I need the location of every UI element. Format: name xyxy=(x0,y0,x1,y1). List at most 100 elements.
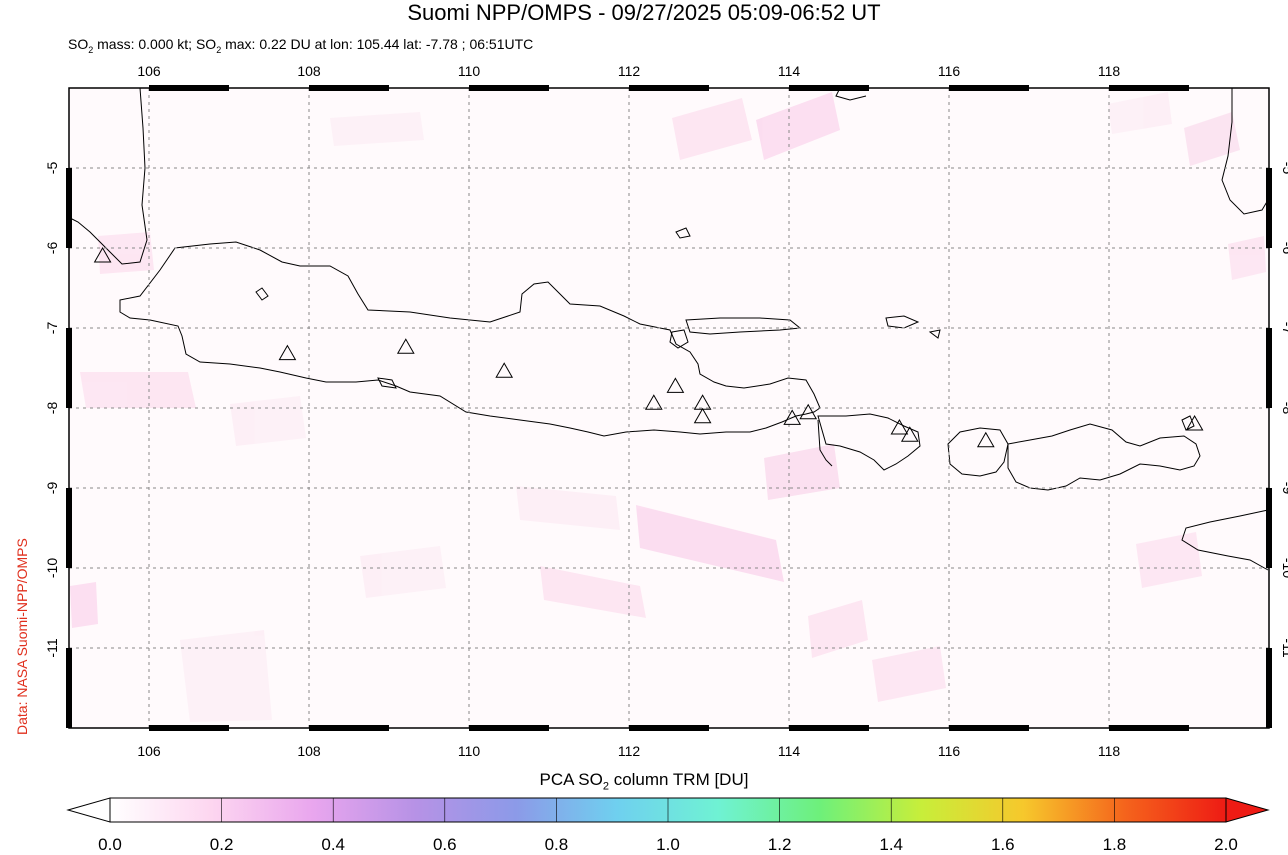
so2-pixel xyxy=(764,444,840,500)
colorbar-title: PCA SO2 column TRM [DU] xyxy=(0,769,1288,797)
so2-pixel xyxy=(516,486,620,530)
so2-pixel xyxy=(808,600,868,658)
volcano-triangle-icon xyxy=(396,338,415,354)
so2-pixel xyxy=(360,546,446,598)
coastline-sumatra xyxy=(69,87,148,265)
colorbar-tick-label: 1.4 xyxy=(879,835,903,854)
so2-pixel xyxy=(872,646,946,702)
lon-tick-bottom: 108 xyxy=(297,743,321,759)
so2-pixel xyxy=(1108,92,1172,134)
frame-bar-left xyxy=(66,168,72,248)
lat-tick-left: -11 xyxy=(44,638,60,657)
volcano-triangle-icon xyxy=(93,246,112,263)
frame-bar-bottom xyxy=(789,725,869,731)
frame-bar-top xyxy=(949,85,1029,91)
lat-tick-right: -10 xyxy=(1280,558,1288,578)
island xyxy=(377,377,397,389)
frame-bar-left xyxy=(66,328,72,408)
lat-tick-right: -9 xyxy=(1280,482,1288,495)
frame-bar-top xyxy=(1109,85,1189,91)
colorbar-tick-label: 1.6 xyxy=(991,835,1015,854)
lat-tick-left: -6 xyxy=(44,242,60,255)
so2-pixel xyxy=(1136,532,1202,588)
grid-lines xyxy=(69,88,1269,728)
lat-tick-right: -6 xyxy=(1280,242,1288,255)
so2-summary: SO2 mass: 0.000 kt; SO2 max: 0.22 DU at … xyxy=(68,35,533,59)
volcano-triangle-icon xyxy=(278,344,297,361)
lat-tick-right: -5 xyxy=(1280,162,1288,175)
colorbar-tick-label: 0.2 xyxy=(210,835,234,854)
frame-bar-right xyxy=(1266,328,1272,408)
colorbar-ticks: 0.0 0.2 0.4 0.6 0.8 1.0 1.2 1.4 1.6 1.8 2.0 xyxy=(98,798,1238,854)
coastline-bali xyxy=(817,413,921,471)
volcano-triangle-icon xyxy=(783,409,802,425)
island xyxy=(675,227,691,239)
coastlines xyxy=(69,87,1269,571)
lat-tick-right: -11 xyxy=(1280,638,1288,657)
volcano-triangle-icon xyxy=(799,403,818,420)
so2-summary-sub2: 2 xyxy=(216,44,222,55)
colorbar-title-sub: 2 xyxy=(602,780,609,793)
lon-tick-bottom: 116 xyxy=(938,743,961,759)
island xyxy=(1181,415,1195,431)
colorbar-tick-label: 0.4 xyxy=(321,835,345,854)
volcano-triangle-icon xyxy=(1185,414,1204,431)
lat-tick-left: -5 xyxy=(44,162,60,175)
so2-pixel xyxy=(98,232,154,274)
colorbar-title-prefix: PCA SO xyxy=(539,770,603,789)
lon-tick-top: 110 xyxy=(458,63,481,79)
colorbar-max-arrow xyxy=(1225,797,1270,823)
coastline-java xyxy=(119,241,821,437)
colorbar-tick-label: 0.8 xyxy=(545,835,569,854)
volcano-triangle-icon xyxy=(890,418,909,435)
frame-bar-bottom xyxy=(629,725,709,731)
so2-max-text: max: 0.22 DU at lon: 105.44 lat: -7.78 ;… xyxy=(221,36,534,52)
volcano-triangle-icon xyxy=(693,407,712,424)
lon-tick-bottom: 106 xyxy=(137,743,161,759)
so2-pixel xyxy=(70,582,98,628)
lon-tick-bottom: 118 xyxy=(1098,743,1121,759)
volcano-markers xyxy=(93,246,1204,448)
coastline-borneo xyxy=(835,87,867,101)
so2-pixel xyxy=(230,396,306,446)
frame-bar-bottom xyxy=(949,725,1029,731)
colorbar-title-suffix: column TRM [DU] xyxy=(608,770,749,789)
frame-bar-right xyxy=(1266,488,1272,568)
frame-bar-top xyxy=(309,85,389,91)
lon-tick-top: 112 xyxy=(618,63,641,79)
axis-ticks: 106 106 108 108 110 110 112 112 114 114 116 116 118 1… xyxy=(44,63,1288,759)
lat-tick-right: -7 xyxy=(1280,322,1288,335)
frame-bar-bottom xyxy=(149,725,229,731)
lat-tick-left: -9 xyxy=(44,482,60,495)
lat-tick-left: -8 xyxy=(44,402,60,415)
so2-swath-pixels xyxy=(70,92,1266,722)
lon-tick-top: 118 xyxy=(1098,63,1121,79)
colorbar-tick-label: 2.0 xyxy=(1214,835,1238,854)
frame-bar-right xyxy=(1266,168,1272,248)
lon-tick-top: 106 xyxy=(137,63,161,79)
lat-tick-right: -8 xyxy=(1280,402,1288,415)
volcano-triangle-icon xyxy=(644,394,663,410)
lon-tick-bottom: 110 xyxy=(458,743,481,759)
colorbar-tick-label: 0.0 xyxy=(98,835,122,854)
lat-tick-left: -7 xyxy=(44,322,60,335)
coastline-sumba xyxy=(1181,509,1269,571)
lon-tick-top: 116 xyxy=(938,63,961,79)
coastline-bali-west xyxy=(817,419,833,467)
so2-pixel xyxy=(180,630,272,722)
so2-pixel xyxy=(330,112,424,146)
so2-pixel xyxy=(672,98,752,160)
frame-bar-top xyxy=(629,85,709,91)
island xyxy=(928,329,941,339)
map-title: Suomi NPP/OMPS - 09/27/2025 05:09-06:52 … xyxy=(407,0,881,25)
frame-bar-left xyxy=(66,648,72,728)
frame-bar-top xyxy=(469,85,549,91)
lon-tick-bottom: 112 xyxy=(618,743,641,759)
island xyxy=(255,287,269,301)
so2-summary-sub1: 2 xyxy=(88,44,94,55)
colorbar-tick-label: 1.2 xyxy=(768,835,792,854)
lon-tick-top: 114 xyxy=(778,63,801,79)
so2-pixel xyxy=(1184,112,1240,166)
frame-bar-top xyxy=(149,85,229,91)
colorbar-tick-label: 1.0 xyxy=(656,835,680,854)
